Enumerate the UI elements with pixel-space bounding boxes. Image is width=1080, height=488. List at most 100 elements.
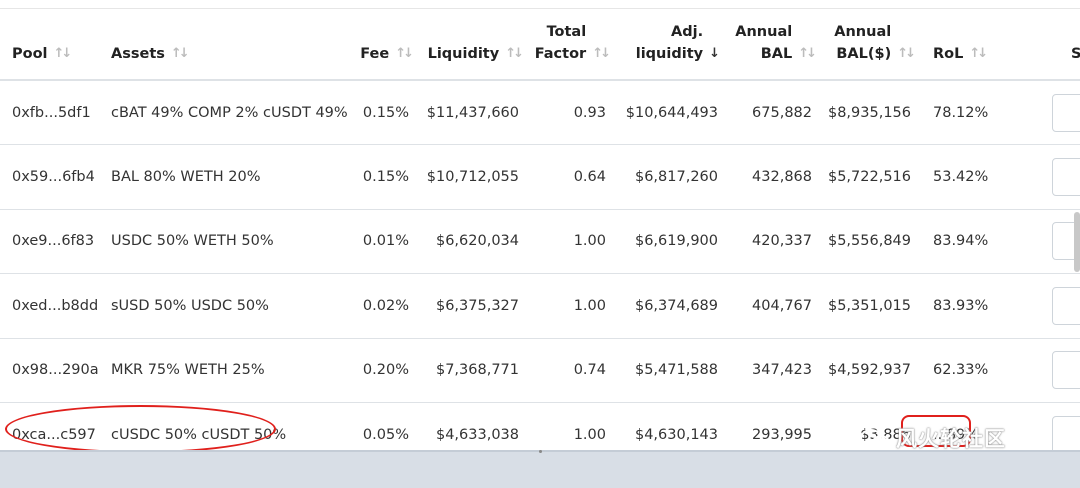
cell-pool: 0xed...b8dd [0, 273, 99, 338]
pools-table-container: Pool ↑↓ Assets ↑↓ Fee ↑↓ Liquidity ↑↓ Total Facto… [0, 0, 1080, 450]
cell-annual-bal: 432,868 [726, 144, 820, 209]
column-header-1[interactable]: Assets ↑↓ [99, 0, 351, 81]
sort-icon[interactable]: ↑↓ [592, 46, 611, 61]
cell-fee: 0.02% [351, 273, 417, 338]
cell-rol: 78.12% [919, 79, 992, 145]
column-header-label: Supplied($) [1070, 46, 1080, 62]
cell-annual-bal-usd: $4,592,937 [820, 337, 919, 403]
column-header-label: Pool [12, 46, 48, 62]
column-header-6[interactable]: Annual BAL ↑↓ [726, 0, 820, 81]
cell-adj-liquidity: $4,630,143 [614, 402, 726, 450]
cell-rol: 62.33% [919, 337, 992, 403]
table-row: 0xfb...5df1 cBAT 49% COMP 2% cUSDT 49% 0.1… [0, 79, 1080, 145]
sort-icon[interactable]: ↑↓ [969, 46, 988, 61]
supplied-input[interactable]: 0.0 [1052, 351, 1080, 390]
sort-icon[interactable]: ↑↓ [53, 46, 73, 61]
table-row: 0x59...6fb4 BAL 80% WETH 20% 0.15% $10,712,… [0, 144, 1080, 209]
cell-pool: 0x59...6fb4 [0, 144, 99, 209]
cell-annual-bal: 420,337 [726, 208, 820, 274]
column-header-7[interactable]: Annual BAL($) ↑↓ [820, 0, 919, 81]
cell-fee: 0.15% [351, 79, 417, 145]
cell-adj-liquidity: $6,374,689 [614, 273, 726, 338]
cell-annual-bal: 293,995 [726, 402, 820, 450]
supplied-input[interactable]: 0.0 [1052, 286, 1080, 325]
bottom-bar [0, 450, 1080, 488]
column-header-8[interactable]: RoL ↑↓ [919, 0, 992, 81]
cell-liquidity: $10,712,055 [417, 144, 527, 209]
table-row: 0xed...b8dd sUSD 50% USDC 50% 0.02% $6,375,… [0, 273, 1080, 338]
column-header-3[interactable]: Liquidity ↑↓ [417, 0, 527, 81]
sort-icon[interactable]: ↑↓ [395, 46, 414, 61]
sort-icon[interactable]: ↑↓ [798, 46, 817, 61]
cell-liquidity: $6,620,034 [417, 208, 527, 274]
cell-annual-bal-usd: $5,556,849 [820, 208, 919, 274]
watermark: 风火轮社区 [860, 420, 1006, 456]
cell-rol: 83.94% [919, 208, 992, 274]
table-body: 0xfb...5df1 cBAT 49% COMP 2% cUSDT 49% 0.1… [0, 79, 1080, 450]
cell-annual-bal: 404,767 [726, 273, 820, 338]
cell-fee: 0.15% [351, 144, 417, 209]
column-header-label: Assets [111, 46, 165, 62]
column-header-2[interactable]: Fee ↑↓ [351, 0, 417, 81]
pools-table: Pool ↑↓ Assets ↑↓ Fee ↑↓ Liquidity ↑↓ Total Facto… [0, 0, 1080, 450]
watermark-text: 风火轮社区 [896, 427, 1006, 451]
cell-rol: 53.42% [919, 144, 992, 209]
cell-annual-bal-usd: $8,935,156 [820, 79, 919, 145]
table-row: 0xe9...6f83 USDC 50% WETH 50% 0.01% $6,620,… [0, 208, 1080, 274]
highlight-oval-annotation [5, 405, 276, 453]
wechat-icon [860, 425, 890, 451]
column-header-0[interactable]: Pool ↑↓ [0, 0, 99, 81]
column-header-label: Total Factor [534, 24, 587, 62]
column-header-label: Annual BAL($) [834, 24, 892, 62]
cell-total-factor: 0.93 [527, 79, 614, 145]
sort-desc-icon[interactable]: ↓ [709, 46, 720, 61]
cell-assets: cBAT 49% COMP 2% cUSDT 49% [99, 79, 351, 145]
column-header-5[interactable]: Adj. liquidity ↓ [614, 0, 726, 81]
column-header-label: Adj. liquidity [635, 24, 704, 62]
cell-annual-bal: 347,423 [726, 337, 820, 403]
cell-rol: 83.93% [919, 273, 992, 338]
sort-icon[interactable]: ↑↓ [897, 46, 916, 61]
cell-rol: ...89% [919, 402, 992, 450]
cell-adj-liquidity: $6,619,900 [614, 208, 726, 274]
cell-liquidity: $4,633,038 [417, 402, 527, 450]
supplied-input[interactable]: 0.0 [1052, 416, 1080, 450]
supplied-input[interactable]: 0.0 [1052, 93, 1080, 132]
cell-annual-bal-usd: $5,351,015 [820, 273, 919, 338]
cell-pool: 0xe9...6f83 [0, 208, 99, 274]
cell-annual-bal: 675,882 [726, 79, 820, 145]
cell-annual-bal-usd: $5,722,516 [820, 144, 919, 209]
cell-liquidity: $6,375,327 [417, 273, 527, 338]
cell-fee: 0.01% [351, 208, 417, 274]
table-row: 0x98...290a MKR 75% WETH 25% 0.20% $7,368,7… [0, 337, 1080, 403]
cell-adj-liquidity: $5,471,588 [614, 337, 726, 403]
cell-assets: BAL 80% WETH 20% [99, 144, 351, 209]
scrollbar-thumb[interactable] [1074, 212, 1080, 272]
column-header-label: RoL [933, 46, 964, 62]
cell-assets: MKR 75% WETH 25% [99, 337, 351, 403]
cell-total-factor: 1.00 [527, 208, 614, 274]
bottom-dot [539, 450, 542, 453]
cell-pool: 0xfb...5df1 [0, 79, 99, 145]
cell-liquidity: $11,437,660 [417, 79, 527, 145]
cell-liquidity: $7,368,771 [417, 337, 527, 403]
cell-fee: 0.05% [351, 402, 417, 450]
sort-icon[interactable]: ↑↓ [505, 46, 524, 61]
cell-total-factor: 0.74 [527, 337, 614, 403]
supplied-input[interactable]: 0.0 [1052, 157, 1080, 196]
cell-fee: 0.20% [351, 337, 417, 403]
cell-adj-liquidity: $6,817,260 [614, 144, 726, 209]
cell-adj-liquidity: $10,644,493 [614, 79, 726, 145]
sort-icon[interactable]: ↑↓ [170, 46, 190, 61]
cell-total-factor: 0.64 [527, 144, 614, 209]
cell-total-factor: 1.00 [527, 273, 614, 338]
table-header-row: Pool ↑↓ Assets ↑↓ Fee ↑↓ Liquidity ↑↓ Total Facto… [0, 0, 1080, 81]
cell-assets: USDC 50% WETH 50% [99, 208, 351, 274]
column-header-label: Annual BAL [735, 24, 793, 62]
column-header-label: Liquidity [427, 46, 500, 62]
column-header-9[interactable]: Supplied($) [992, 0, 1080, 81]
column-header-4[interactable]: Total Factor ↑↓ [527, 0, 614, 81]
cell-assets: sUSD 50% USDC 50% [99, 273, 351, 338]
highlight-rect-annotation [901, 415, 971, 447]
cell-pool: 0x98...290a [0, 337, 99, 403]
